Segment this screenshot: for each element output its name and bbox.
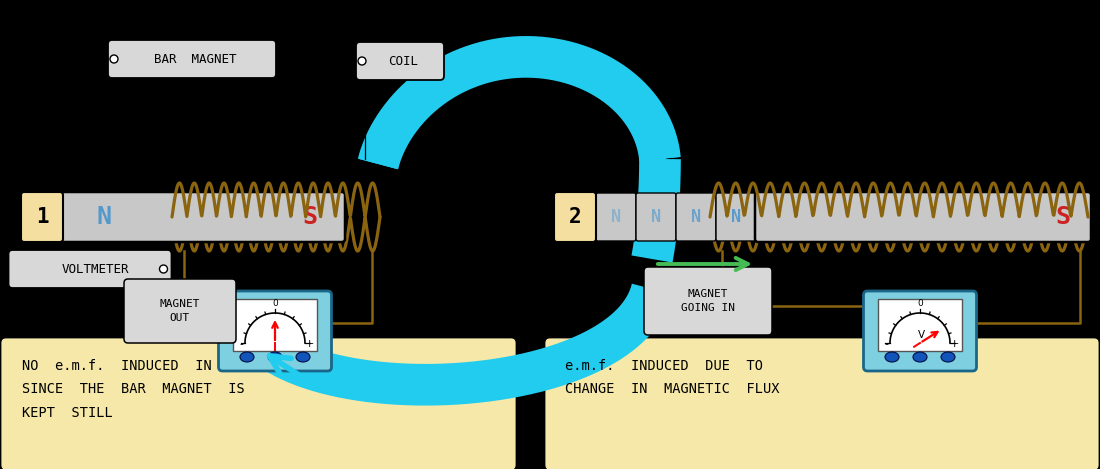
Text: 0: 0: [272, 298, 278, 308]
FancyBboxPatch shape: [554, 192, 596, 242]
FancyBboxPatch shape: [596, 193, 636, 241]
Text: N: N: [691, 208, 701, 226]
Ellipse shape: [940, 352, 955, 362]
FancyBboxPatch shape: [233, 299, 317, 351]
Text: 1: 1: [35, 207, 48, 227]
Text: S: S: [1056, 205, 1070, 229]
FancyBboxPatch shape: [716, 193, 756, 241]
Ellipse shape: [913, 352, 927, 362]
Text: V: V: [917, 330, 925, 340]
FancyBboxPatch shape: [755, 192, 1091, 242]
Ellipse shape: [886, 352, 899, 362]
Text: -: -: [239, 339, 243, 349]
FancyBboxPatch shape: [878, 299, 962, 351]
Ellipse shape: [296, 352, 310, 362]
Text: -: -: [884, 339, 888, 349]
Text: N: N: [732, 208, 741, 226]
Text: MAGNET
OUT: MAGNET OUT: [160, 299, 200, 323]
Text: N: N: [610, 208, 621, 226]
FancyBboxPatch shape: [636, 193, 676, 241]
Text: e.m.f.  INDUCED  DUE  TO
CHANGE  IN  MAGNETIC  FLUX: e.m.f. INDUCED DUE TO CHANGE IN MAGNETIC…: [565, 359, 780, 396]
FancyBboxPatch shape: [59, 192, 345, 242]
Text: S: S: [302, 205, 318, 229]
Text: 0: 0: [917, 298, 923, 308]
FancyBboxPatch shape: [644, 267, 772, 335]
FancyBboxPatch shape: [124, 279, 236, 343]
Text: +: +: [305, 339, 314, 349]
FancyBboxPatch shape: [108, 40, 276, 78]
FancyBboxPatch shape: [676, 193, 716, 241]
FancyBboxPatch shape: [21, 192, 63, 242]
Text: N: N: [97, 205, 111, 229]
Circle shape: [110, 55, 118, 63]
Ellipse shape: [268, 352, 282, 362]
Text: NO  e.m.f.  INDUCED  IN  THE  COIL
SINCE  THE  BAR  MAGNET  IS
KEPT  STILL: NO e.m.f. INDUCED IN THE COIL SINCE THE …: [22, 359, 302, 420]
Circle shape: [160, 265, 167, 273]
Text: MAGNET
GOING IN: MAGNET GOING IN: [681, 289, 735, 313]
FancyBboxPatch shape: [9, 250, 172, 288]
FancyBboxPatch shape: [219, 291, 331, 371]
FancyBboxPatch shape: [544, 337, 1100, 469]
Text: N: N: [651, 208, 661, 226]
Text: BAR  MAGNET: BAR MAGNET: [154, 53, 236, 66]
Text: COIL: COIL: [388, 54, 418, 68]
Text: +: +: [949, 339, 959, 349]
Text: VOLTMETER: VOLTMETER: [62, 263, 129, 275]
Text: 2: 2: [569, 207, 581, 227]
Ellipse shape: [240, 352, 254, 362]
FancyBboxPatch shape: [864, 291, 977, 371]
Circle shape: [358, 57, 366, 65]
FancyBboxPatch shape: [0, 337, 517, 469]
FancyBboxPatch shape: [356, 42, 444, 80]
